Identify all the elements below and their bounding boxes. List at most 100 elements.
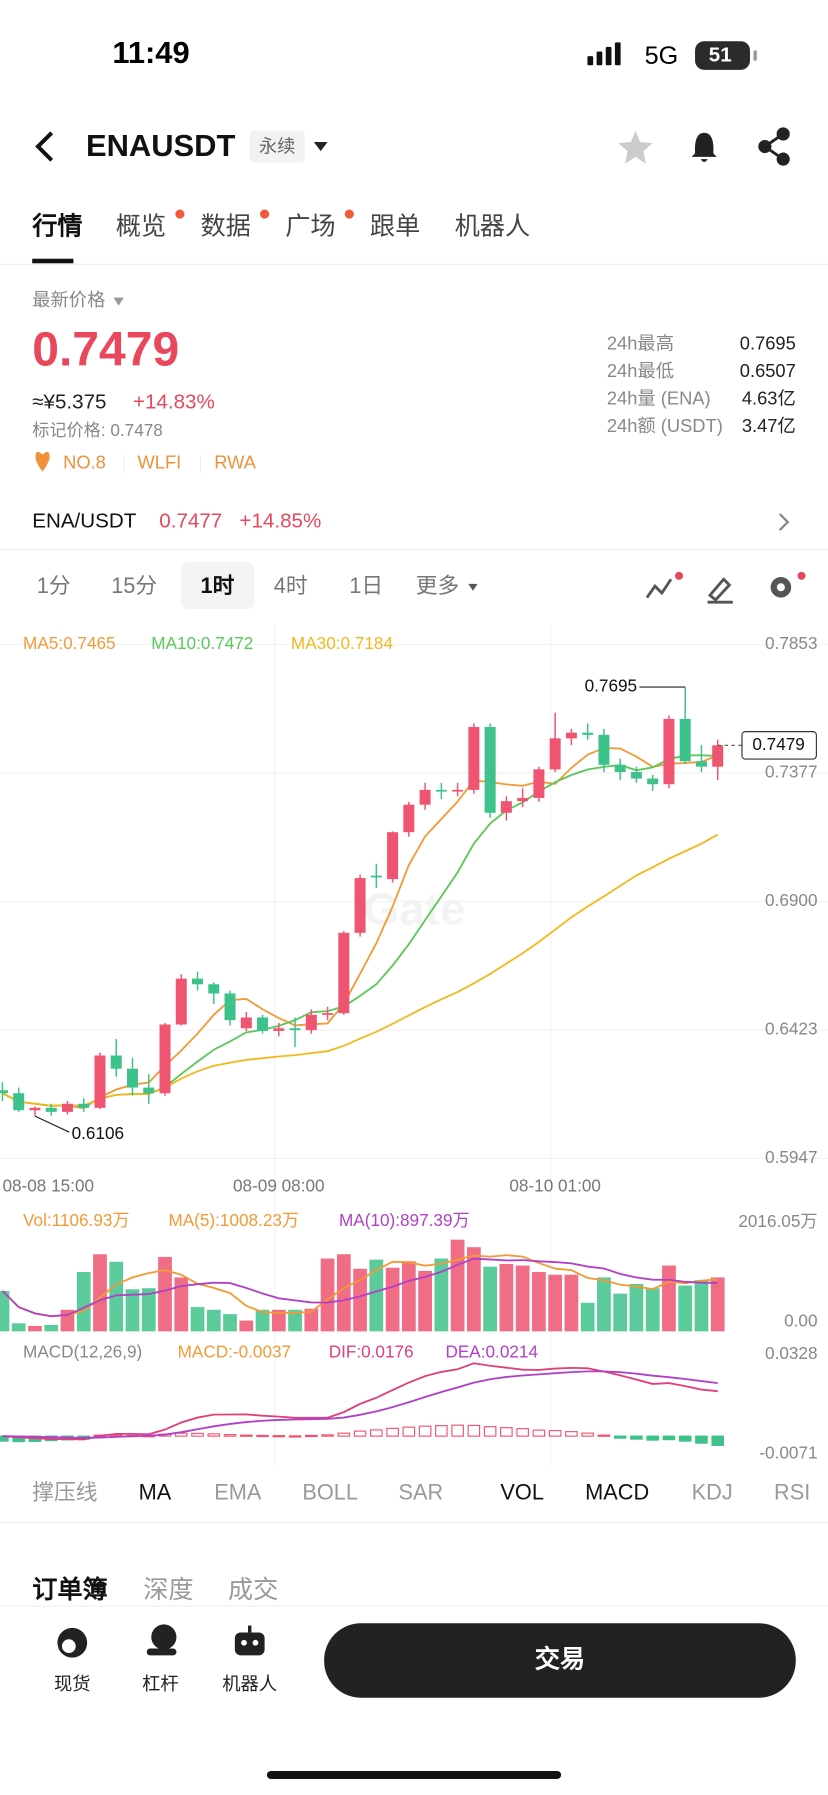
candle-body — [354, 878, 366, 933]
indicator[interactable]: VOL — [500, 1480, 544, 1505]
stat-value: 4.63亿 — [742, 387, 796, 408]
book-tab[interactable]: 成交 — [228, 1576, 278, 1604]
spot-chevron[interactable] — [778, 513, 790, 531]
vol-bar — [76, 1272, 91, 1332]
tab[interactable]: 跟单 — [370, 212, 420, 240]
vol-label: MA(10):897.39万 — [339, 1210, 470, 1230]
star-button[interactable] — [618, 130, 653, 164]
label: +14.83% — [133, 390, 215, 413]
tab[interactable]: 概览 — [116, 212, 166, 240]
interval-selected — [181, 562, 255, 610]
label: 标记价格: 0.7478 — [32, 420, 163, 440]
indicator[interactable]: MA — [139, 1480, 172, 1505]
battery — [695, 41, 750, 70]
interval[interactable]: 15分 — [111, 573, 157, 598]
indicator-button[interactable] — [645, 578, 673, 599]
tag[interactable]: WLFI — [138, 451, 182, 472]
candle-body — [517, 797, 529, 802]
vol-bar — [710, 1277, 725, 1332]
stat-label: 24h最低 — [607, 360, 674, 381]
interval[interactable]: 1日 — [349, 573, 383, 598]
macd-bar — [467, 1424, 481, 1437]
vol-bar — [304, 1308, 319, 1332]
contract-tag: 永续 — [259, 136, 296, 157]
candle-body — [175, 978, 187, 1025]
home-indicator — [266, 1770, 562, 1779]
tag[interactable]: NO.8 — [63, 451, 106, 472]
price-caret — [113, 297, 124, 306]
clock: 11:49 — [112, 35, 189, 70]
back-button[interactable] — [35, 131, 54, 162]
vol-bar — [694, 1280, 709, 1332]
indicator[interactable]: RSI — [774, 1480, 810, 1505]
margin-icon[interactable] — [146, 1624, 177, 1656]
battery-level: 51 — [709, 44, 732, 67]
settings-hole — [776, 583, 785, 592]
macd-bar — [370, 1429, 383, 1437]
indicator[interactable]: 撑压线 — [32, 1480, 97, 1505]
macd-bar — [305, 1434, 318, 1438]
vol-bar — [141, 1288, 156, 1332]
book-tab[interactable]: 订单簿 — [32, 1575, 108, 1604]
label: ≈¥5.375 — [32, 390, 106, 413]
macd-bar — [418, 1425, 432, 1437]
share-button[interactable] — [758, 127, 790, 166]
macd-bar — [597, 1434, 611, 1437]
tab[interactable]: 行情 — [31, 212, 82, 240]
indicator[interactable]: MACD — [585, 1480, 649, 1505]
macd-bar — [581, 1432, 594, 1437]
stat-value: 0.7695 — [740, 332, 796, 353]
candle-body — [257, 1017, 269, 1031]
trade-label[interactable]: 交易 — [535, 1645, 585, 1674]
vol-bar — [629, 1283, 644, 1332]
badge-dot — [797, 571, 806, 580]
candle-body — [338, 932, 350, 1014]
tab[interactable]: 广场 — [285, 212, 335, 240]
interval[interactable]: 1分 — [37, 573, 71, 598]
vol-bar — [11, 1323, 26, 1332]
candle-body — [549, 738, 561, 770]
macd-bar — [678, 1435, 692, 1442]
interval[interactable]: 4时 — [274, 573, 308, 598]
macd-bar — [613, 1435, 627, 1439]
spot-icon[interactable] — [57, 1627, 88, 1658]
nav-label[interactable]: 杠杆 — [142, 1673, 179, 1694]
vol-tick-label: 2016.05万 — [738, 1211, 817, 1231]
low-pointer — [34, 1115, 70, 1133]
indicator[interactable]: BOLL — [302, 1480, 358, 1505]
vol-ma-line — [1, 1254, 718, 1318]
bot-icon[interactable] — [234, 1625, 265, 1656]
indicator[interactable]: EMA — [214, 1480, 262, 1505]
vol-label: MA(5):1008.23万 — [168, 1210, 299, 1230]
tab[interactable]: 数据 — [201, 212, 251, 240]
nav-label[interactable]: 现货 — [54, 1673, 91, 1694]
vol-bar — [239, 1320, 254, 1332]
macd-bar — [288, 1435, 302, 1438]
candle-body — [94, 1055, 106, 1108]
vol-bar — [532, 1272, 546, 1332]
indicator[interactable]: SAR — [399, 1480, 444, 1505]
trade-button[interactable] — [324, 1623, 796, 1698]
alert-button[interactable] — [691, 132, 717, 162]
book-tab[interactable]: 深度 — [143, 1576, 193, 1604]
nav-label[interactable]: 机器人 — [222, 1673, 277, 1694]
symbol-caret[interactable] — [313, 141, 328, 152]
vol-bar — [597, 1277, 611, 1332]
vol-bar — [467, 1247, 481, 1332]
macd-bar — [565, 1431, 578, 1437]
candle-body — [159, 1024, 171, 1094]
vol-bar — [613, 1293, 628, 1332]
candle-body — [289, 1028, 301, 1031]
candle-body — [582, 732, 594, 735]
stat-label: 24h量 (ENA) — [607, 387, 711, 408]
indicator[interactable]: KDJ — [692, 1480, 733, 1505]
tag[interactable]: RWA — [214, 451, 256, 472]
tab[interactable]: 机器人 — [455, 212, 531, 240]
interval[interactable]: 1时 — [201, 573, 235, 598]
draw-button[interactable] — [707, 577, 733, 604]
interval[interactable]: 更多 — [416, 573, 459, 598]
macd-bar — [516, 1428, 529, 1437]
vol-bar — [190, 1307, 205, 1332]
vol-bar — [564, 1274, 579, 1332]
